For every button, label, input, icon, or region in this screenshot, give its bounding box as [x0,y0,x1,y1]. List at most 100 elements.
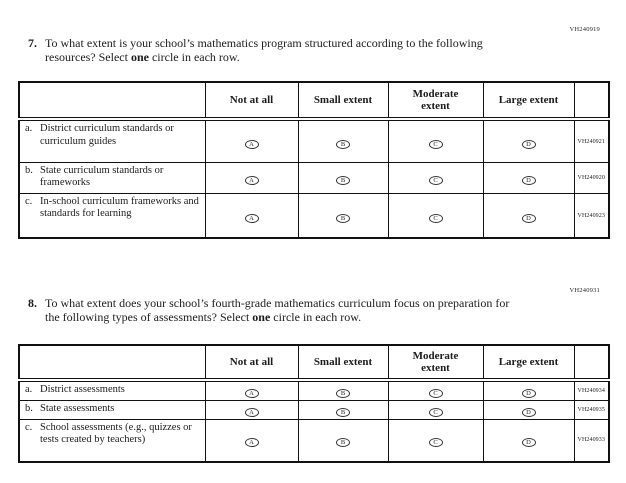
answer-bubble-c[interactable]: C [428,213,443,223]
answer-cell: C [387,379,484,401]
answer-cell: D [482,118,575,163]
question-7-text-part1: To what extent is your school’s mathemat… [45,36,483,65]
row-label-cell: a. District assessments [18,379,206,401]
answer-cell: A [204,192,299,239]
answer-bubble-a[interactable]: A [244,407,259,417]
answer-cell: B [297,399,389,420]
column-header-small-extent: Small extent [297,344,389,382]
answer-bubble-a[interactable]: A [244,175,259,185]
column-header-not-at-all: Not at all [204,81,299,122]
row-code: VH240920 [573,161,610,194]
row-label-cell: c. In-school curriculum frameworks and st… [18,192,206,239]
column-header-moderate-extent: Moderate extent [387,81,484,122]
column-header-moderate-extent-label: Moderate extent [412,88,459,113]
row-label: In-school curriculum frameworks and stan… [40,195,199,220]
question-8-code: VH240931 [569,287,600,295]
answer-cell: C [387,161,484,194]
answer-cell: A [204,118,299,163]
answer-bubble-d[interactable]: D [521,388,536,398]
column-header-moderate-extent-label: Moderate extent [412,349,459,374]
row-label: State assessments [40,402,115,414]
row-label: School assessments (e.g., quizzes or tes… [40,421,192,446]
row-label: District curriculum standards or curricu… [40,123,174,147]
answer-bubble-a[interactable]: A [244,139,259,149]
row-code: VH240921 [573,118,610,163]
question-8-block: VH240931 8. To what extent does your sch… [0,239,626,464]
empty-header-cell [18,81,206,122]
answer-cell: C [387,192,484,239]
answer-bubble-a[interactable]: A [244,213,259,223]
answer-cell: A [204,379,299,401]
answer-cell: B [297,379,389,401]
question-7-response-table: Not at all Small extent Moderate extent … [18,81,610,240]
answer-cell: C [387,418,484,463]
question-7-bold-word: one [130,50,149,65]
column-header-small-extent: Small extent [297,81,389,122]
header-row: Not at all Small extent Moderate extent … [18,344,610,382]
question-8-text-part1: To what extent does your school’s fourth… [45,296,510,325]
column-header-large-extent: Large extent [482,344,575,382]
table-row-8b: b. State assessments A B C D VH240935 [18,399,610,420]
table-row-8a: a. District assessments A B C D VH240934 [18,379,610,401]
answer-bubble-c[interactable]: C [428,388,443,398]
question-8-text-part2: circle in each row. [270,310,362,325]
answer-cell: B [297,161,389,194]
answer-bubble-c[interactable]: C [428,139,443,149]
row-code: VH240923 [573,192,610,239]
answer-bubble-b[interactable]: B [336,388,350,398]
empty-header-code-cell [573,81,610,122]
column-header-not-at-all: Not at all [204,344,299,382]
answer-bubble-b[interactable]: B [336,213,350,223]
answer-bubble-a[interactable]: A [244,388,259,398]
answer-cell: B [297,418,389,463]
row-label: State curriculum standards or frameworks [40,164,164,189]
row-letter: c. [25,195,33,207]
question-8-number: 8. [28,296,37,311]
answer-bubble-c[interactable]: C [428,175,443,185]
answer-cell: A [204,161,299,194]
row-label-cell: c. School assessments (e.g., quizzes or t… [18,418,206,463]
table-row-7a: a. District curriculum standards or curri… [18,118,610,163]
row-label-cell: b. State assessments [18,399,206,420]
question-7-number: 7. [28,36,37,50]
answer-bubble-b[interactable]: B [336,175,350,185]
answer-bubble-c[interactable]: C [428,407,443,417]
answer-cell: D [482,399,575,420]
answer-cell: A [204,418,299,463]
question-7: 7. To what extent is your school’s mathe… [28,36,626,64]
column-header-moderate-extent: Moderate extent [387,344,484,382]
answer-bubble-d[interactable]: D [521,213,536,223]
row-label-cell: a. District curriculum standards or curri… [18,118,206,163]
answer-bubble-b[interactable]: B [336,407,350,417]
question-8-text: To what extent does your school’s fourth… [45,296,519,324]
column-header-large-extent: Large extent [482,81,575,122]
empty-header-cell [18,344,206,382]
table-row-7b: b. State curriculum standards or framewor… [18,161,610,194]
answer-bubble-d[interactable]: D [521,438,536,448]
question-7-code: VH240919 [569,26,600,33]
answer-bubble-b[interactable]: B [336,438,350,448]
answer-bubble-d[interactable]: D [521,175,536,185]
row-code: VH240935 [573,399,610,420]
answer-bubble-b[interactable]: B [336,139,350,149]
answer-bubble-d[interactable]: D [521,407,536,417]
row-letter: b. [25,402,33,414]
row-letter: a. [25,383,33,395]
answer-bubble-a[interactable]: A [244,438,259,448]
answer-cell: A [204,399,299,420]
row-code: VH240933 [573,418,610,463]
question-8: 8. To what extent does your school’s fou… [28,296,626,324]
question-8-bold-word: one [252,310,271,325]
row-label-cell: b. State curriculum standards or framewor… [18,161,206,194]
header-row: Not at all Small extent Moderate extent … [18,81,610,122]
answer-cell: D [482,418,575,463]
row-label: District assessments [40,383,125,395]
answer-bubble-d[interactable]: D [521,139,536,149]
table-row-8c: c. School assessments (e.g., quizzes or t… [18,418,610,463]
answer-cell: B [297,118,389,163]
question-7-block: VH240919 7. To what extent is your schoo… [0,0,626,240]
row-letter: a. [25,123,33,135]
answer-cell: C [387,399,484,420]
answer-bubble-c[interactable]: C [428,438,443,448]
answer-cell: D [482,379,575,401]
